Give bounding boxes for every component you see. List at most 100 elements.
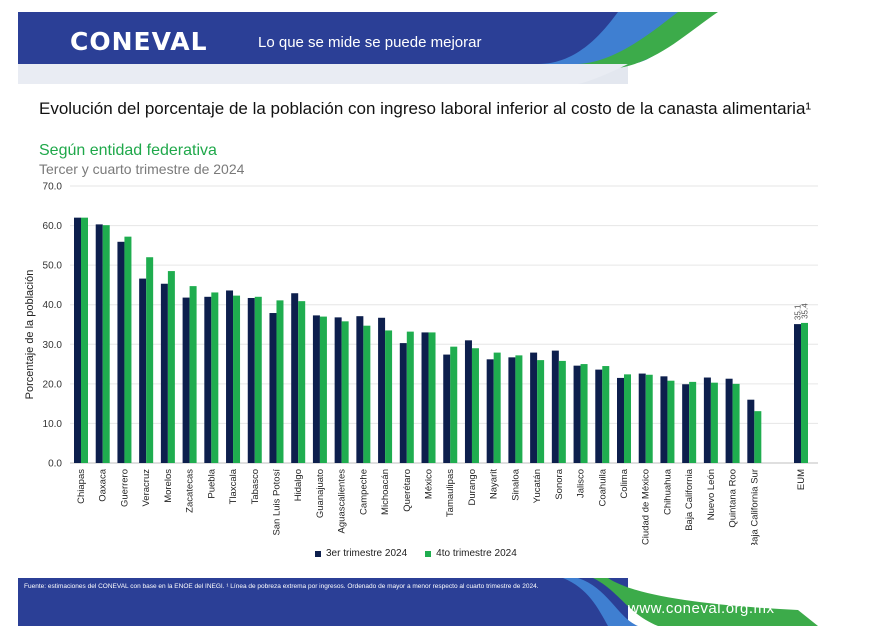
- bar-q4: [624, 374, 631, 463]
- bar-q4: [558, 360, 566, 463]
- bar-q4: [298, 301, 306, 463]
- x-tick-label: Durango: [467, 469, 478, 505]
- x-tick-label: Sinaloa: [510, 468, 521, 500]
- bar-q3: [595, 369, 603, 463]
- bar-q4: [385, 330, 393, 463]
- bar-q3: [421, 332, 429, 463]
- bar-q3: [486, 359, 494, 463]
- tagline: Lo que se mide se puede mejorar: [258, 34, 482, 51]
- bar-q3: [95, 224, 103, 463]
- bar-q3: [291, 293, 299, 463]
- legend-label-q4: 4to trimestre 2024: [436, 548, 517, 559]
- footer-banner: Fuente: estimaciones del CONEVAL con bas…: [18, 578, 818, 626]
- bar-q3: [573, 365, 581, 463]
- bar-q3: [312, 315, 320, 463]
- x-tick-label: Campeche: [358, 469, 369, 515]
- bar-q3: [660, 376, 668, 463]
- y-tick-label: 70.0: [43, 182, 63, 193]
- bar-q4: [233, 295, 241, 463]
- header-banner: CONEVAL Lo que se mide se puede mejorar: [18, 12, 796, 84]
- bar-q4: [710, 382, 718, 463]
- y-tick-label: 50.0: [43, 261, 63, 272]
- y-tick-label: 60.0: [43, 221, 63, 232]
- x-tick-label: Veracruz: [141, 469, 152, 507]
- y-tick-label: 0.0: [48, 459, 62, 470]
- data-label: 35.4: [801, 303, 810, 319]
- bar-q4: [515, 355, 523, 463]
- bar-q3: [508, 357, 516, 463]
- bar-q3: [74, 217, 81, 463]
- x-tick-label: Tabasco: [250, 469, 261, 504]
- bar-q4: [428, 332, 436, 463]
- x-tick-label: Chihuahua: [662, 468, 673, 515]
- bar-q3: [378, 317, 386, 463]
- bar-q3: [617, 377, 624, 463]
- bar-q3: [747, 399, 755, 463]
- chart-subtitle: Según entidad federativa: [39, 142, 217, 159]
- x-tick-label: Guanajuato: [315, 469, 326, 518]
- bar-q3: [399, 343, 407, 463]
- bar-q3: [334, 317, 342, 463]
- bar-q3: [682, 384, 690, 463]
- bar-q3: [356, 316, 364, 463]
- bar-q4: [189, 286, 197, 463]
- bar-q4: [406, 331, 414, 463]
- bar-q4: [732, 383, 740, 463]
- bar-q3: [443, 354, 451, 463]
- x-tick-label: Zacatecas: [185, 469, 196, 513]
- bar-q3: [464, 340, 472, 463]
- x-tick-label: Aguascalientes: [337, 469, 348, 534]
- y-tick-label: 10.0: [43, 419, 63, 430]
- y-tick-label: 30.0: [43, 340, 63, 351]
- source-note: Fuente: estimaciones del CONEVAL con bas…: [24, 583, 539, 590]
- bar-q4: [471, 348, 479, 463]
- chart-legend: 3er trimestre 2024 4to trimestre 2024: [315, 548, 517, 559]
- x-tick-label: México: [424, 469, 435, 499]
- bar-q4: [254, 296, 262, 463]
- y-tick-label: 20.0: [43, 379, 63, 390]
- x-tick-label: Baja California: [684, 468, 695, 530]
- bar-q3: [269, 313, 277, 463]
- bar-q4: [363, 325, 371, 463]
- bar-q4: [667, 380, 675, 463]
- legend-label-q3: 3er trimestre 2024: [326, 548, 408, 559]
- bar-q3: [117, 241, 125, 463]
- bar-q3: [204, 296, 212, 463]
- x-tick-label: Tlaxcala: [228, 468, 239, 504]
- bar-q4: [211, 292, 219, 463]
- bar-q3: [182, 297, 190, 463]
- bar-q4: [341, 321, 349, 463]
- x-tick-label: Hidalgo: [293, 469, 304, 501]
- bar-q4: [319, 316, 327, 463]
- bar-q3: [725, 378, 733, 463]
- x-tick-label: EUM: [796, 469, 807, 490]
- footer-banner-graphic: [18, 578, 818, 626]
- x-tick-label: Tamaulipas: [445, 469, 456, 517]
- x-tick-label: San Luis Potosí: [271, 469, 282, 536]
- legend-swatch-q4: [425, 550, 432, 557]
- bar-q4: [276, 300, 284, 463]
- bar-q3: [247, 297, 255, 463]
- bar-q4: [493, 352, 501, 463]
- y-tick-label: 40.0: [43, 300, 63, 311]
- bar-q4: [602, 366, 610, 463]
- x-tick-label: Nuevo León: [706, 469, 717, 520]
- x-tick-label: Puebla: [206, 468, 217, 498]
- bar-q4: [645, 374, 653, 463]
- x-tick-label: Yucatán: [532, 469, 543, 503]
- bar-q3: [530, 352, 538, 463]
- bar-q4: [146, 257, 154, 463]
- coneval-logo: CONEVAL: [70, 27, 208, 56]
- x-tick-label: Jalisco: [576, 469, 587, 498]
- bar-q4: [689, 381, 697, 463]
- website-link[interactable]: www.coneval.org.mx: [628, 600, 775, 617]
- x-tick-label: Oaxaca: [98, 468, 109, 501]
- bar-q3: [139, 278, 147, 463]
- bar-q4: [450, 346, 458, 463]
- x-tick-label: Quintana Roo: [728, 469, 739, 528]
- x-tick-label: Querétaro: [402, 469, 413, 512]
- x-tick-label: Sonora: [554, 468, 565, 499]
- header-banner-graphic: [18, 12, 796, 84]
- x-tick-label: Guerrero: [119, 469, 130, 507]
- legend-item-q4: 4to trimestre 2024: [425, 548, 517, 559]
